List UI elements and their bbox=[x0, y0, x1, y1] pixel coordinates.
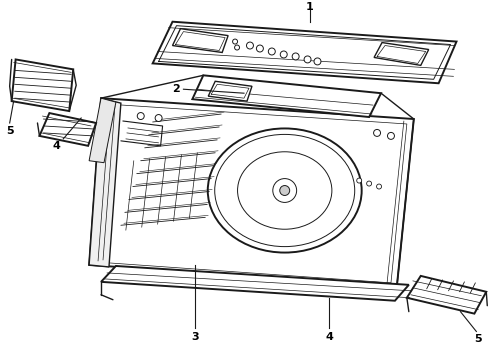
Polygon shape bbox=[153, 22, 457, 83]
Text: 5: 5 bbox=[6, 126, 14, 136]
Text: 3: 3 bbox=[192, 333, 199, 342]
Polygon shape bbox=[193, 75, 381, 117]
Text: 1: 1 bbox=[306, 2, 314, 12]
Polygon shape bbox=[89, 98, 414, 286]
Circle shape bbox=[235, 45, 240, 50]
Circle shape bbox=[357, 178, 362, 183]
Circle shape bbox=[233, 39, 238, 44]
Circle shape bbox=[373, 130, 381, 136]
Polygon shape bbox=[407, 276, 486, 314]
Polygon shape bbox=[172, 29, 228, 53]
Polygon shape bbox=[12, 59, 73, 111]
Circle shape bbox=[377, 184, 382, 189]
Circle shape bbox=[273, 179, 296, 202]
Text: 4: 4 bbox=[325, 333, 333, 342]
Circle shape bbox=[155, 114, 162, 121]
Circle shape bbox=[137, 113, 144, 120]
Text: 2: 2 bbox=[172, 84, 180, 94]
Circle shape bbox=[269, 48, 275, 55]
Circle shape bbox=[367, 181, 371, 186]
Polygon shape bbox=[89, 98, 121, 267]
Polygon shape bbox=[89, 98, 116, 163]
Circle shape bbox=[292, 53, 299, 60]
Circle shape bbox=[280, 51, 287, 58]
Circle shape bbox=[388, 132, 394, 139]
Polygon shape bbox=[40, 113, 96, 146]
Ellipse shape bbox=[208, 129, 362, 253]
Polygon shape bbox=[101, 266, 409, 301]
Polygon shape bbox=[374, 42, 429, 66]
Text: 4: 4 bbox=[52, 141, 60, 151]
Text: 5: 5 bbox=[474, 334, 482, 345]
Circle shape bbox=[246, 42, 253, 49]
Circle shape bbox=[304, 56, 311, 63]
Ellipse shape bbox=[238, 152, 332, 229]
Ellipse shape bbox=[215, 134, 355, 247]
Circle shape bbox=[280, 185, 290, 195]
Circle shape bbox=[256, 45, 263, 52]
Polygon shape bbox=[208, 81, 252, 101]
Circle shape bbox=[314, 58, 321, 65]
